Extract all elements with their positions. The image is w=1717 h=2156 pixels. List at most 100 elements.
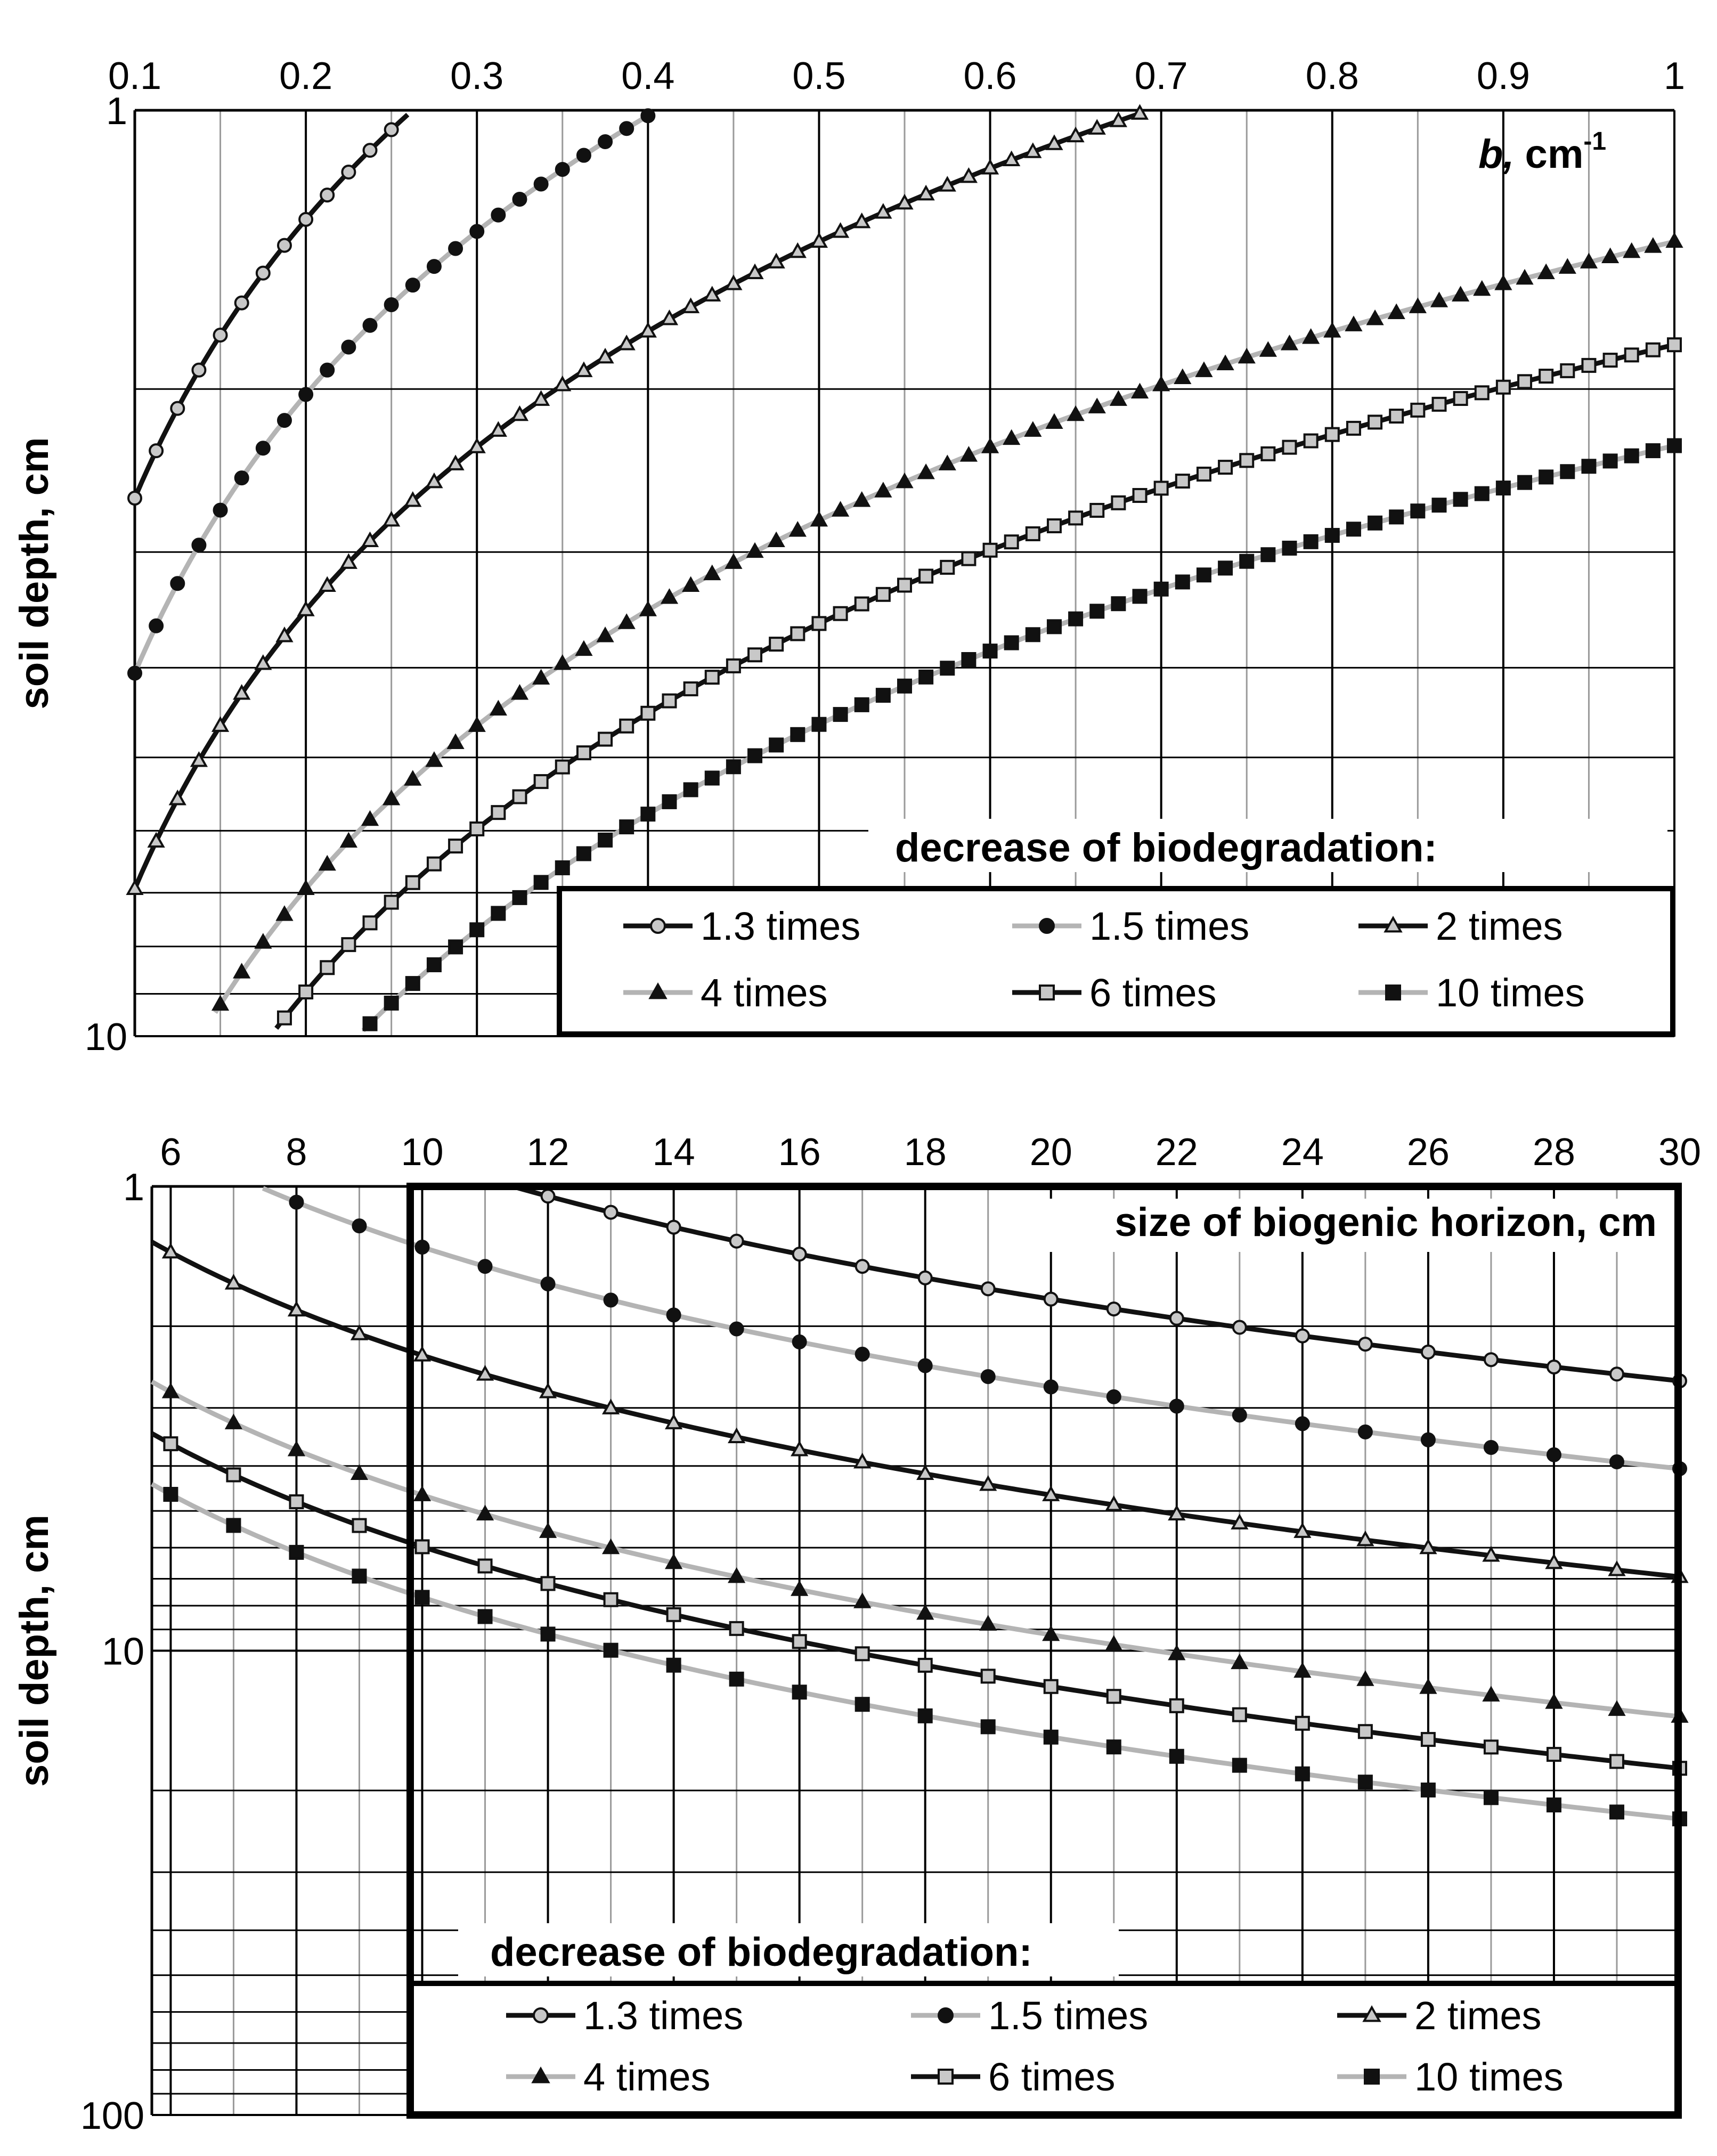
data-point-4-times xyxy=(1387,303,1405,319)
data-point-2-times xyxy=(350,1324,369,1340)
data-point-6-times xyxy=(469,821,485,836)
data-point-10-times xyxy=(729,1671,744,1687)
data-point-4-times xyxy=(639,600,657,616)
data-point-4-times xyxy=(831,501,850,517)
data-point-6-times xyxy=(540,1576,556,1591)
x-tick-label: 28 xyxy=(1533,1131,1575,1174)
data-point-10-times xyxy=(854,697,869,712)
data-point-4-times xyxy=(1109,390,1128,406)
data-point-6-times xyxy=(320,960,335,975)
series-line-1-5-times xyxy=(262,1186,1680,1471)
data-point-1-5-times xyxy=(1483,1439,1499,1455)
data-point-6-times xyxy=(1282,440,1297,455)
data-point-10-times xyxy=(1420,1783,1436,1798)
data-point-6-times xyxy=(1645,342,1661,357)
legend-swatch-marker xyxy=(1385,985,1401,1000)
data-point-1-3-times xyxy=(191,362,207,378)
data-point-1-5-times xyxy=(603,1292,619,1308)
legend-swatch-marker xyxy=(533,2007,549,2023)
data-point-2-times xyxy=(639,322,657,338)
data-point-4-times xyxy=(539,1522,557,1538)
data-point-4-times xyxy=(575,640,593,656)
data-point-6-times xyxy=(341,937,356,953)
data-point-4-times xyxy=(1644,237,1662,253)
data-point-4-times xyxy=(1482,1686,1500,1702)
data-point-6-times xyxy=(1357,1724,1373,1739)
x-tick-label: 26 xyxy=(1407,1131,1450,1174)
x-tick-label: 0.5 xyxy=(792,55,845,97)
data-point-2-times xyxy=(617,335,636,351)
x-tick-label: 0.8 xyxy=(1306,55,1359,97)
data-point-1-3-times xyxy=(792,1247,807,1262)
data-point-1-5-times xyxy=(619,121,634,136)
data-point-2-times xyxy=(190,751,208,767)
data-point-4-times xyxy=(1451,286,1470,302)
data-point-4-times xyxy=(489,699,507,716)
data-point-10-times xyxy=(352,1568,367,1584)
data-point-2-times xyxy=(1109,111,1128,127)
data-point-1-5-times xyxy=(320,362,335,378)
legend-item-label: 2 times xyxy=(1436,904,1563,948)
data-point-6-times xyxy=(405,875,420,890)
data-point-10-times xyxy=(533,875,549,890)
data-point-1-3-times xyxy=(540,1189,556,1204)
data-point-2-times xyxy=(1003,150,1021,166)
data-point-6-times xyxy=(982,542,998,558)
data-point-10-times xyxy=(918,669,934,685)
data-point-4-times xyxy=(660,588,679,604)
data-point-10-times xyxy=(1282,540,1297,556)
data-point-2-times xyxy=(425,472,443,489)
data-point-10-times xyxy=(917,1708,933,1723)
data-point-4-times xyxy=(853,491,871,507)
data-point-4-times xyxy=(468,716,486,732)
data-point-4-times xyxy=(318,855,336,871)
data-point-6-times xyxy=(726,658,741,673)
data-point-10-times xyxy=(1389,509,1404,525)
data-point-2-times xyxy=(287,1300,306,1317)
data-point-4-times xyxy=(1356,1670,1374,1686)
data-point-2-times xyxy=(1545,1553,1563,1569)
y-axis-label: soil depth, cm xyxy=(12,437,57,710)
legend-item-label: 4 times xyxy=(583,2055,711,2099)
data-point-1-5-times xyxy=(276,413,292,428)
data-point-4-times xyxy=(1623,242,1641,258)
data-point-1-3-times xyxy=(666,1219,681,1235)
data-point-1-3-times xyxy=(384,122,399,137)
data-point-4-times xyxy=(725,553,743,569)
legend-swatch-marker xyxy=(1039,985,1055,1000)
highlight-frame xyxy=(406,1183,1682,2119)
data-point-10-times xyxy=(1153,581,1169,597)
data-point-6-times xyxy=(352,1518,367,1533)
data-point-2-times xyxy=(404,491,422,507)
data-point-4-times xyxy=(617,613,636,629)
data-point-1-3-times xyxy=(149,443,164,459)
data-point-2-times xyxy=(297,600,315,616)
data-point-4-times xyxy=(1168,1644,1186,1661)
data-point-1-5-times xyxy=(576,148,591,163)
data-point-1-3-times xyxy=(1169,1311,1184,1326)
data-point-1-5-times xyxy=(234,470,249,486)
data-point-10-times xyxy=(598,832,613,848)
data-point-2-times xyxy=(959,167,978,183)
data-point-4-times xyxy=(853,1592,872,1608)
data-point-6-times xyxy=(512,789,527,804)
data-point-10-times xyxy=(1609,1804,1624,1820)
data-point-10-times xyxy=(491,906,506,921)
data-point-6-times xyxy=(1260,446,1276,461)
data-point-1-5-times xyxy=(1043,1379,1059,1395)
data-point-2-times xyxy=(1168,1504,1186,1520)
data-point-6-times xyxy=(384,894,399,910)
legend-item-label: 6 times xyxy=(988,2055,1116,2099)
legend-title: decrease of biodegradation: xyxy=(490,1930,1032,1975)
data-point-1-5-times xyxy=(1546,1447,1561,1462)
data-point-10-times xyxy=(1175,574,1190,590)
data-point-6-times xyxy=(362,915,378,931)
legend-item-label: 1.3 times xyxy=(701,904,860,948)
data-point-1-5-times xyxy=(469,224,485,239)
data-point-2-times xyxy=(916,1464,934,1480)
x-axis-label: b, cm-1 xyxy=(1478,127,1606,177)
data-point-10-times xyxy=(769,737,784,753)
data-point-4-times xyxy=(224,1413,243,1429)
data-point-10-times xyxy=(1239,554,1255,569)
